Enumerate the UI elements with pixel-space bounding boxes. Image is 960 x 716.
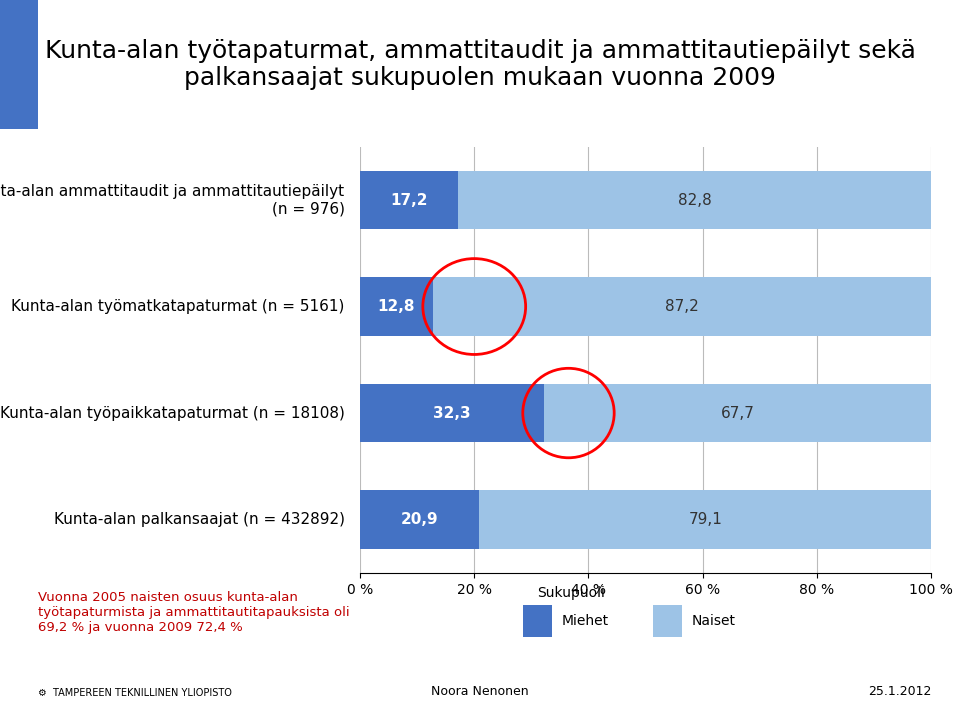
Text: Kunta-alan työtapaturmat, ammattitaudit ja ammattitautiepäilyt sekä
palkansaajat: Kunta-alan työtapaturmat, ammattitaudit …: [44, 39, 916, 90]
Text: 20,9: 20,9: [401, 512, 439, 527]
Text: Sukupuoli: Sukupuoli: [538, 586, 606, 600]
Bar: [479, 490, 931, 549]
Text: 32,3: 32,3: [433, 405, 471, 420]
Bar: [360, 384, 544, 442]
Bar: [653, 604, 682, 637]
Bar: [0, 0, 38, 129]
Text: 82,8: 82,8: [678, 193, 711, 208]
Text: Kunta-alan työmatkatapaturmat (n = 5161): Kunta-alan työmatkatapaturmat (n = 5161): [12, 299, 345, 314]
Text: Miehet: Miehet: [562, 614, 609, 628]
Text: Noora Nenonen: Noora Nenonen: [431, 685, 529, 698]
Text: ⚙  TAMPEREEN TEKNILLINEN YLIOPISTO: ⚙ TAMPEREEN TEKNILLINEN YLIOPISTO: [38, 688, 232, 698]
Bar: [544, 384, 931, 442]
Text: 12,8: 12,8: [378, 299, 416, 314]
Text: 25.1.2012: 25.1.2012: [868, 685, 931, 698]
Bar: [360, 490, 479, 549]
Bar: [360, 277, 433, 336]
Text: 87,2: 87,2: [665, 299, 699, 314]
Bar: [360, 170, 458, 229]
Text: 67,7: 67,7: [721, 405, 755, 420]
Bar: [523, 604, 552, 637]
Bar: [433, 277, 931, 336]
Text: Vuonna 2005 naisten osuus kunta-alan
työtapaturmista ja ammattitautitapauksista : Vuonna 2005 naisten osuus kunta-alan työ…: [38, 591, 350, 634]
Text: 17,2: 17,2: [391, 193, 428, 208]
Text: 79,1: 79,1: [688, 512, 722, 527]
Text: Kunta-alan ammattitaudit ja ammattitautiepäilyt
(n = 976): Kunta-alan ammattitaudit ja ammattitauti…: [0, 184, 345, 216]
Bar: [458, 170, 931, 229]
Text: Naiset: Naiset: [691, 614, 735, 628]
Text: Kunta-alan työpaikkatapaturmat (n = 18108): Kunta-alan työpaikkatapaturmat (n = 1810…: [0, 405, 345, 420]
Text: Kunta-alan palkansaajat (n = 432892): Kunta-alan palkansaajat (n = 432892): [54, 512, 345, 527]
